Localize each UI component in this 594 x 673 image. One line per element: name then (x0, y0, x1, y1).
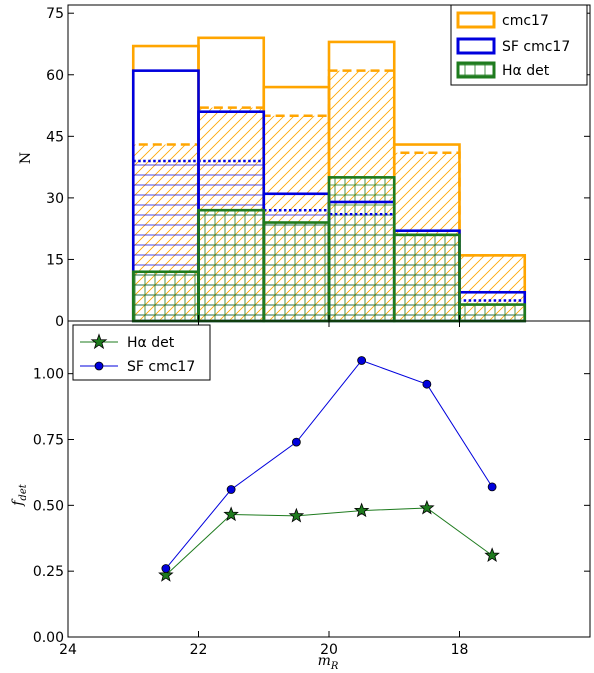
point-halpha (353, 502, 370, 518)
legend-swatch-halpha (456, 61, 496, 79)
point-sf-cmc17 (357, 356, 367, 365)
legend-star-icon (90, 333, 108, 350)
hist-hatch-2-2 (263, 222, 329, 321)
point-sf-cmc17 (291, 437, 301, 447)
hist-hatch-2-5 (459, 304, 525, 321)
point-sf-cmc17 (487, 482, 497, 492)
bottom-ytick-label: 0.50 (33, 498, 64, 514)
bottom-ytick-label: 0.25 (33, 564, 64, 580)
histogram-panel: 0 15 30 45 60 75 (46, 4, 591, 330)
bottom-ytick-label: 1.00 (33, 367, 64, 383)
legend-circle-icon (94, 361, 104, 371)
point-sf-cmc17 (226, 485, 236, 494)
legend-label-sf-cmc17: SF cmc17 (502, 39, 570, 55)
hist-hatch-2-0 (133, 271, 199, 321)
point-halpha (158, 566, 174, 582)
top-ytick-label: 60 (46, 68, 64, 84)
top-legend: cmc17 SF cmc17 Hα det (450, 4, 588, 86)
point-halpha (484, 547, 500, 562)
point-sf-cmc17 (161, 564, 171, 573)
point-halpha (288, 507, 305, 523)
x-tick-label: 20 (320, 642, 338, 658)
bottom-legend: Hα det SF cmc17 (72, 324, 211, 381)
x-tick-label: 24 (59, 642, 77, 658)
hist-hatch-2-3 (329, 177, 395, 321)
legend-label-sf-bottom: SF cmc17 (127, 359, 195, 375)
x-tick-label: 18 (451, 642, 469, 658)
top-ytick-label: 75 (46, 6, 64, 22)
point-sf-cmc17 (422, 379, 432, 389)
top-ylabel: N (18, 152, 34, 164)
line-sf-cmc17 (165, 359, 493, 569)
legend-label-halpha: Hα det (502, 63, 550, 79)
x-tick-label: 22 (190, 642, 208, 658)
legend-swatch-cmc17 (456, 11, 496, 29)
hist-hatch-2-1 (198, 210, 264, 321)
line-halpha (165, 507, 493, 576)
bottom-ylabel: fdet (10, 483, 29, 507)
legend-swatch-sf-cmc17 (456, 37, 496, 55)
point-halpha (223, 506, 239, 522)
top-ytick-label: 30 (46, 191, 64, 207)
bottom-ytick-label: 0.75 (33, 433, 64, 449)
top-ytick-label: 15 (46, 252, 64, 268)
hist-hatch-2-4 (394, 234, 460, 321)
bottom-legend-box (72, 324, 211, 381)
fraction-panel: 24 22 20 18 0.00 0.25 0.50 0.75 1.00 (33, 320, 591, 658)
point-halpha (419, 499, 435, 515)
legend-label-halpha-bottom: Hα det (127, 335, 175, 351)
legend-label-cmc17: cmc17 (502, 13, 549, 29)
top-ytick-label: 45 (46, 129, 64, 145)
top-ytick-label: 0 (55, 314, 64, 330)
bottom-ytick-label: 0.00 (33, 630, 64, 646)
